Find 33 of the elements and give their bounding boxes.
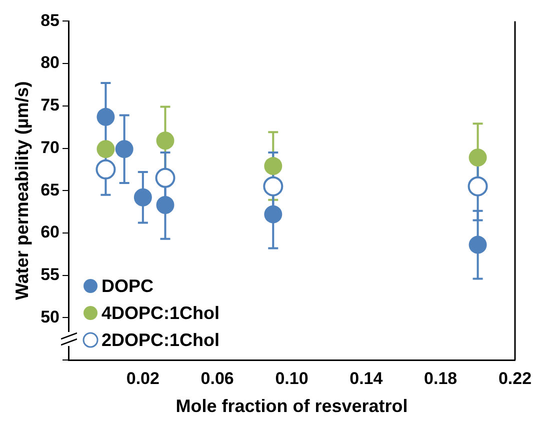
point <box>156 132 174 150</box>
y-tick-label: 70 <box>40 138 60 157</box>
legend-label: DOPC <box>102 276 154 296</box>
legend-label: 4DOPC:1Chol <box>102 302 220 323</box>
y-tick-label: 50 <box>40 307 60 326</box>
x-axis-title: Mole fraction of resveratrol <box>176 396 408 416</box>
x-tick-label: 0.14 <box>350 368 384 388</box>
x-tick-label: 0.06 <box>200 368 234 388</box>
y-tick-label: 65 <box>40 180 60 200</box>
point <box>115 140 134 158</box>
x-tick-label: 0.02 <box>126 368 160 388</box>
y-tick-label: 85 <box>40 10 60 30</box>
point <box>468 236 487 254</box>
point <box>263 176 284 196</box>
point <box>155 168 176 188</box>
y-tick-label: 60 <box>40 222 60 242</box>
legend-label: 2DOPC:1Chol <box>102 330 220 350</box>
point <box>264 157 282 176</box>
point <box>96 159 116 180</box>
x-tick-label: 0.10 <box>275 368 308 388</box>
point <box>134 188 152 206</box>
point <box>156 196 174 214</box>
y-tick-label: 75 <box>40 96 60 115</box>
y-tick-label: 80 <box>40 53 60 72</box>
point <box>96 108 115 126</box>
point <box>96 140 115 158</box>
x-tick-label: 0.18 <box>424 368 458 388</box>
point <box>264 205 282 224</box>
point <box>468 148 487 167</box>
y-tick-label: 55 <box>40 264 60 284</box>
x-tick-label: 0.22 <box>498 368 532 388</box>
point <box>468 176 488 196</box>
y-axis-title: Water permeability (µm/s) <box>12 81 32 300</box>
